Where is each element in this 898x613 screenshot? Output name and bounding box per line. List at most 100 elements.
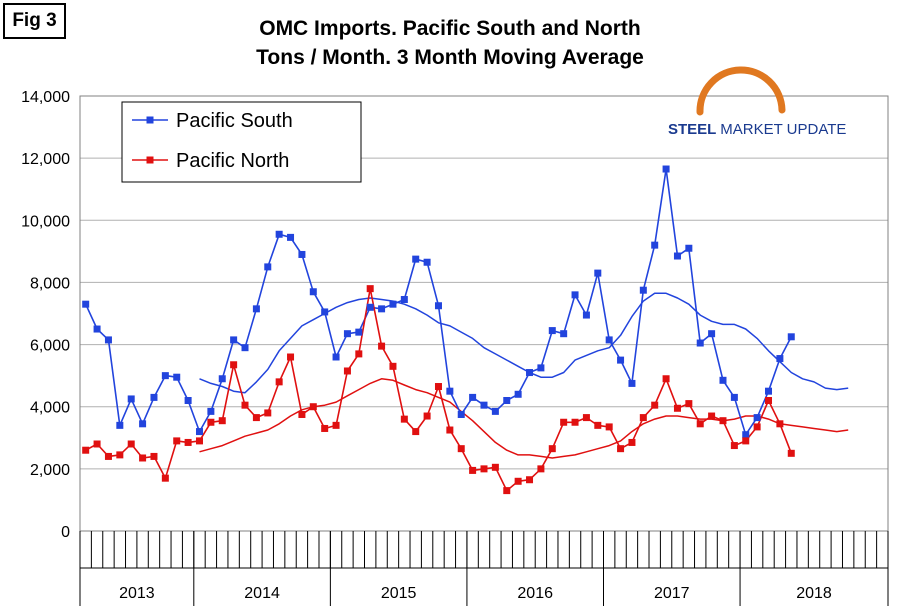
y-tick-label: 8,000 xyxy=(30,275,70,292)
pacific-south-point xyxy=(93,325,101,333)
pacific-north-point xyxy=(173,437,181,445)
pacific-south-point xyxy=(287,233,295,241)
pacific-south-point xyxy=(651,241,659,249)
pacific-north-point xyxy=(230,361,238,369)
pacific-north-point xyxy=(93,440,101,448)
pacific-north-point xyxy=(264,409,272,417)
pacific-south-point xyxy=(139,420,147,428)
chart-title: OMC Imports. Pacific South and North xyxy=(259,17,641,40)
pacific-south-point xyxy=(617,356,625,364)
pacific-south-point xyxy=(207,407,215,415)
pacific-south-point xyxy=(730,393,738,401)
pacific-south-point xyxy=(104,336,112,344)
pacific-north-point xyxy=(491,463,499,471)
pacific-north-point xyxy=(696,420,704,428)
pacific-south-point xyxy=(605,336,613,344)
legend-marker-north xyxy=(146,156,154,164)
pacific-south-point xyxy=(537,364,545,372)
legend-label: Pacific North xyxy=(176,150,289,172)
pacific-south-point xyxy=(230,336,238,344)
pacific-south-point xyxy=(332,353,340,361)
pacific-south-point xyxy=(161,372,169,380)
pacific-south-point xyxy=(594,269,602,277)
pacific-south-point xyxy=(264,263,272,271)
pacific-south-point xyxy=(275,230,283,238)
pacific-south-point xyxy=(685,244,693,252)
pacific-north-point xyxy=(594,421,602,429)
pacific-north-point xyxy=(514,477,522,485)
legend-label: Pacific South xyxy=(176,110,293,132)
year-label: 2018 xyxy=(796,585,832,602)
y-tick-label: 10,000 xyxy=(21,213,70,230)
pacific-north-point xyxy=(582,414,590,422)
pacific-north-point xyxy=(730,442,738,450)
pacific-north-point xyxy=(457,445,465,453)
pacific-south-point xyxy=(639,286,647,294)
pacific-north-point xyxy=(503,487,511,495)
pacific-north-point xyxy=(252,414,260,422)
pacific-north-point xyxy=(560,418,568,426)
pacific-north-point xyxy=(765,397,773,404)
legend-box xyxy=(121,101,362,183)
pacific-north-point xyxy=(673,404,681,412)
pacific-south-point xyxy=(491,407,499,415)
pacific-north-point xyxy=(526,476,534,484)
pacific-north-point xyxy=(628,438,636,446)
pacific-north-point xyxy=(161,474,169,482)
pacific-south-point xyxy=(378,305,386,313)
y-tick-label: 12,000 xyxy=(21,151,70,168)
pacific-south-point xyxy=(150,393,158,401)
pacific-north-point xyxy=(195,437,203,445)
pacific-south-point xyxy=(514,390,522,398)
pacific-north-point xyxy=(685,400,693,408)
pacific-south-point xyxy=(309,288,317,296)
pacific-north-point xyxy=(605,423,613,431)
pacific-north-point xyxy=(321,424,329,432)
pacific-north-point xyxy=(776,420,784,428)
pacific-south-point xyxy=(343,330,351,338)
pacific-south-point xyxy=(366,303,374,311)
logo-brand: STEEL xyxy=(668,121,720,138)
pacific-north-point xyxy=(332,421,340,429)
pacific-south-point xyxy=(719,376,727,384)
pacific-south-point xyxy=(252,305,260,313)
pacific-north-point xyxy=(719,417,727,425)
logo-text: STEEL MARKET UPDATE xyxy=(668,121,846,138)
chart-title-block: OMC Imports. Pacific South and North Ton… xyxy=(100,14,800,72)
pacific-north-point xyxy=(548,445,556,453)
pacific-north-point xyxy=(150,452,158,460)
y-tick-label: 2,000 xyxy=(30,462,70,479)
pacific-south-point xyxy=(560,330,568,338)
pacific-south-point xyxy=(742,431,750,439)
year-label: 2014 xyxy=(244,585,280,602)
pacific-north-point xyxy=(651,401,659,409)
pacific-north-point xyxy=(571,418,579,426)
pacific-south-point xyxy=(195,428,203,436)
pacific-south-point xyxy=(355,328,363,336)
pacific-south-point xyxy=(776,355,784,363)
pacific-south-point xyxy=(423,258,431,266)
pacific-south-point xyxy=(548,327,556,335)
pacific-north-point xyxy=(82,446,90,454)
pacific-south-point xyxy=(116,421,124,429)
pacific-north-point xyxy=(617,445,625,453)
pacific-north-point xyxy=(446,426,454,434)
pacific-north-point xyxy=(537,465,545,473)
pacific-south-point xyxy=(127,395,135,403)
pacific-south-point xyxy=(765,387,773,395)
pacific-south-point xyxy=(241,344,249,352)
logo-rest: MARKET UPDATE xyxy=(720,121,846,138)
pacific-south-point xyxy=(673,252,681,260)
year-label: 2017 xyxy=(654,585,690,602)
pacific-north-point xyxy=(139,454,147,462)
year-label: 2015 xyxy=(381,585,417,602)
pacific-south-point xyxy=(662,165,670,173)
pacific-south-point xyxy=(173,373,181,381)
pacific-south-moving-average-line xyxy=(199,292,849,394)
chart-subtitle: Tons / Month. 3 Month Moving Average xyxy=(256,46,644,69)
pacific-south-point xyxy=(298,250,306,258)
figure-label: Fig 3 xyxy=(3,3,66,39)
pacific-north-point xyxy=(116,451,124,459)
pacific-north-point xyxy=(241,401,249,409)
pacific-north-point xyxy=(662,375,670,383)
